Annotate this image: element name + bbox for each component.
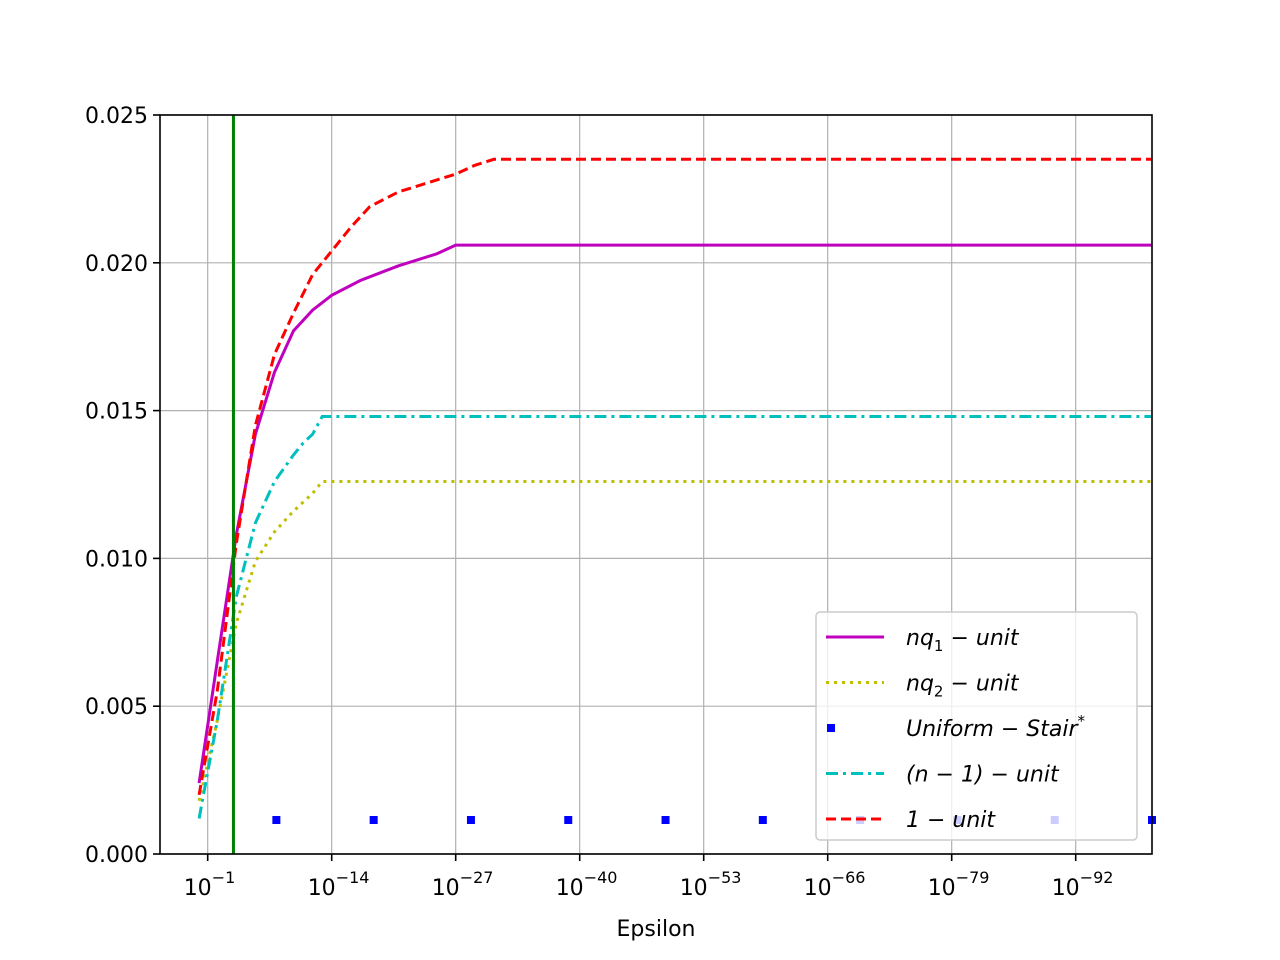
series-2-point-5 [758,816,767,825]
series-2-point-3 [564,816,573,825]
x-tick-label-4: 10−53 [680,868,742,901]
axes-frame [159,114,1153,855]
legend-label-2: Uniform − Stair* [906,712,1086,742]
legend-label-4: 1 − unit [906,808,996,833]
x-tick-label-0: 10−1 [184,868,236,901]
series-2-point-1 [369,816,378,825]
series-2-point-4 [661,816,670,825]
ticks: 10−1 10−14 10−27 10−40 10−53 10−66 10−79 10−92 0… [85,104,1113,901]
series-2-point-2 [466,816,475,825]
y-tick-label-2: 0.010 [85,547,148,572]
series-3-line [197,415,1152,819]
x-tick-label-1: 10−14 [308,868,370,901]
x-tick-label-2: 10−27 [432,868,494,901]
legend-swatch-2 [827,724,835,732]
y-tick-label-3: 0.015 [85,400,148,425]
series-4-line [197,157,1152,796]
legend-label-3: (n − 1) − unit [906,763,1060,788]
series-2-point-0 [272,816,281,825]
x-tick-label-3: 10−40 [556,868,618,901]
plot-area [197,115,1156,854]
y-tick-label-1: 0.005 [85,695,148,720]
x-tick-label-5: 10−66 [804,868,866,901]
legend-box [815,611,1138,841]
x-tick-label-6: 10−79 [928,868,990,901]
legend: nq1 − unit nq2 − unit Uniform − Stair* (n −… [815,611,1138,841]
x-axis-title: Epsilon [617,917,696,942]
series-1-line [197,480,1152,802]
legend-label-0: nq1 − unit [906,626,1020,655]
y-tick-label-4: 0.020 [85,252,148,277]
legend-label-1: nq2 − unit [906,672,1020,701]
y-tick-label-0: 0.000 [85,843,148,868]
x-tick-label-7: 10−92 [1052,868,1114,901]
y-tick-label-5: 0.025 [85,104,148,129]
